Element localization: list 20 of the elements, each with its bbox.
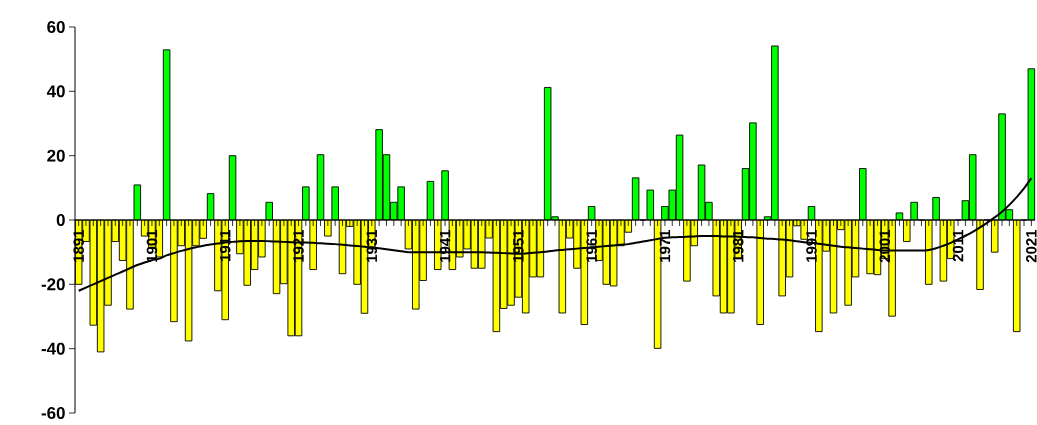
y-tick-label: -60 (41, 407, 65, 419)
x-tick-label: 2011 (952, 229, 964, 262)
x-tick-label: 1961 (586, 229, 597, 262)
x-tick-label: 1981 (732, 229, 744, 262)
y-tick-label: 20 (47, 149, 65, 162)
y-tick-label: 40 (46, 85, 65, 98)
x-tick-label: 1971 (659, 229, 671, 262)
x-tick-label: 2001 (879, 229, 891, 263)
x-tick-label: 1911 (219, 229, 231, 261)
y-tick-label: -40 (41, 342, 65, 355)
y-tick-label: -20 (41, 278, 65, 291)
x-tick-label: 1931 (366, 229, 378, 262)
x-tick-label: 2021 (1026, 229, 1037, 263)
x-tick-label: 1991 (806, 229, 817, 262)
x-tick-label: 1891 (73, 229, 84, 262)
x-tick-label: 1951 (513, 229, 524, 262)
x-tick-label: 1901 (146, 229, 158, 262)
y-tick-label: 60 (47, 20, 65, 33)
y-tick-label: 0 (56, 214, 65, 226)
x-tick-label: 1921 (293, 229, 304, 262)
